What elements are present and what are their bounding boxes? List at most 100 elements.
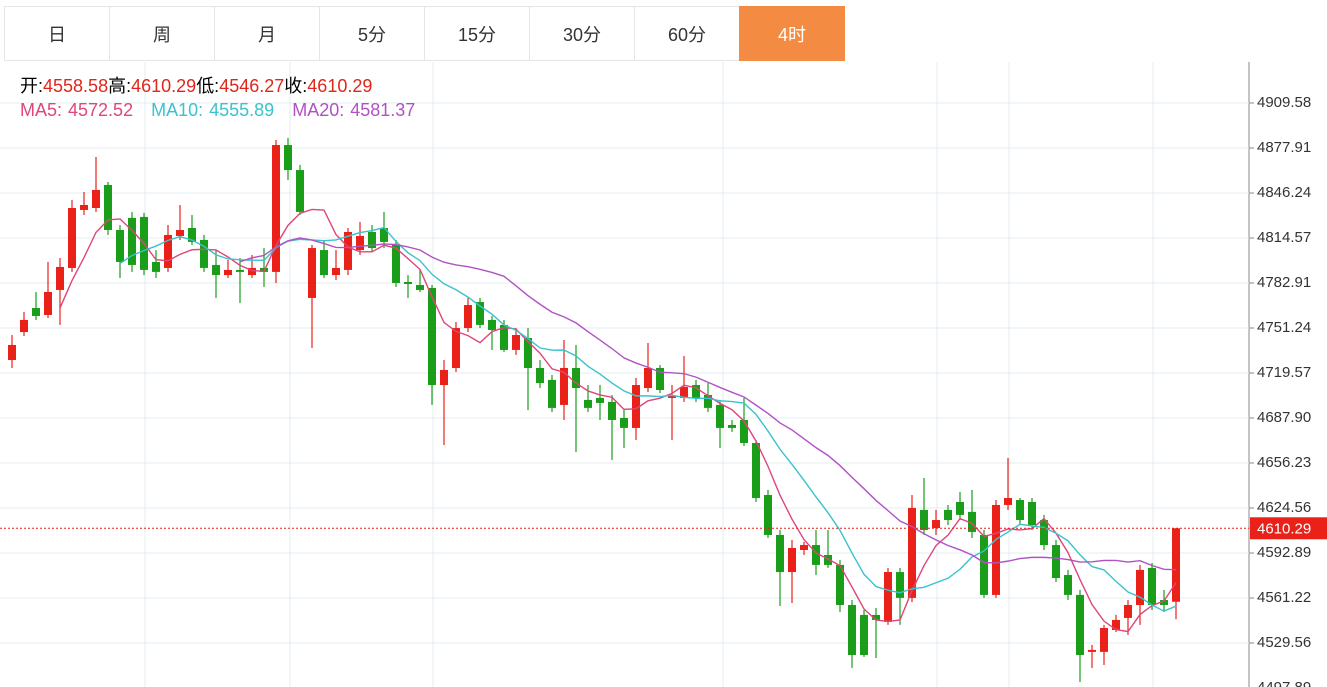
legend-label: 高:: [108, 76, 132, 96]
candle-body: [344, 231, 352, 270]
candle-body: [596, 397, 604, 403]
legend-value: 4558.58: [43, 76, 109, 96]
ma-label: MA10:: [151, 100, 204, 120]
candle-body: [380, 228, 388, 242]
legend-value: 4610.29: [131, 76, 197, 96]
candle-body: [704, 394, 712, 408]
tab[interactable]: 15分: [424, 6, 530, 61]
candle-body: [776, 534, 784, 573]
ma-value: 4555.89: [209, 100, 275, 120]
candle-body: [824, 554, 832, 565]
candle-body: [632, 385, 640, 428]
candle-body: [800, 545, 808, 551]
candle-body: [1076, 594, 1084, 656]
ma-value: 4581.37: [350, 100, 416, 120]
candle-body: [548, 379, 556, 408]
ma-line: [119, 226, 1177, 612]
tab[interactable]: 日: [4, 6, 110, 61]
candle-body: [584, 399, 592, 408]
candle-body: [764, 495, 772, 535]
tab[interactable]: 5分: [319, 6, 425, 61]
ma-label: MA5:: [20, 100, 63, 120]
candle-body: [188, 228, 196, 242]
y-tick-label: 4814.57: [1257, 229, 1311, 246]
ma-line: [59, 208, 1177, 633]
y-tick-label: 4909.58: [1257, 94, 1311, 111]
candle-body: [104, 184, 112, 231]
tab[interactable]: 60分: [634, 6, 740, 61]
candle-body: [1064, 575, 1072, 595]
candle-body: [860, 614, 868, 656]
tab[interactable]: 周: [109, 6, 215, 61]
tab[interactable]: 月: [214, 6, 320, 61]
ohlc-legend: 开:4558.58高:4610.29低:4546.27收:4610.29: [20, 72, 372, 98]
candle-body: [1136, 569, 1144, 606]
candle-body: [536, 367, 544, 384]
candle-body: [836, 564, 844, 606]
candle-body: [884, 572, 892, 622]
legend-value: 4546.27: [219, 76, 285, 96]
candle-body: [20, 319, 28, 333]
legend-value: 4610.29: [307, 76, 373, 96]
candle-body: [656, 367, 664, 391]
candle-body: [32, 308, 40, 316]
candle-body: [1112, 619, 1120, 631]
candle-body: [1124, 605, 1132, 618]
candle-body: [692, 385, 700, 398]
candle-body: [668, 395, 676, 398]
candle-body: [152, 261, 160, 272]
y-tick-label: 4846.24: [1257, 184, 1311, 201]
candle-body: [296, 170, 304, 212]
y-tick-label: 4782.91: [1257, 274, 1311, 291]
candle-body: [440, 369, 448, 386]
candle-body: [128, 217, 136, 265]
y-tick-label: 4561.22: [1257, 589, 1311, 606]
candle-body: [608, 401, 616, 420]
candle-body: [572, 367, 580, 389]
candle-body: [872, 614, 880, 620]
candle-body: [272, 145, 280, 272]
candle-body: [680, 387, 688, 398]
candle-body: [848, 605, 856, 656]
candle-body: [392, 244, 400, 284]
y-tick-label: 4529.56: [1257, 634, 1311, 651]
candle-body: [332, 267, 340, 276]
candle-body: [500, 324, 508, 350]
candle-body: [8, 344, 16, 361]
candle-body: [1052, 545, 1060, 579]
candle-body: [452, 328, 460, 368]
y-tick-label: 4877.91: [1257, 139, 1311, 156]
candle-body: [644, 367, 652, 389]
price-tag: [1250, 517, 1327, 540]
candle-body: [320, 250, 328, 276]
candle-body: [476, 302, 484, 325]
candle-body: [968, 511, 976, 532]
y-tick-label: 4656.23: [1257, 454, 1311, 471]
candle-body: [1100, 628, 1108, 652]
candle-body: [464, 305, 472, 329]
candle-body: [224, 269, 232, 276]
candle-body: [932, 520, 940, 528]
candle-body: [176, 230, 184, 236]
candle-body: [980, 534, 988, 595]
y-tick-label: 4751.24: [1257, 319, 1311, 336]
candle-body: [1016, 499, 1024, 521]
candle-body: [560, 367, 568, 405]
candle-body: [716, 404, 724, 428]
candle-body: [1172, 528, 1180, 602]
legend-label: 开:: [20, 76, 44, 96]
candle-body: [728, 424, 736, 428]
candle-body: [308, 248, 316, 298]
candle-body: [368, 231, 376, 249]
tab[interactable]: 30分: [529, 6, 635, 61]
y-tick-label: 4497.89: [1257, 679, 1311, 687]
candle-body: [1004, 498, 1012, 505]
candle-body: [1160, 600, 1168, 606]
candle-body: [44, 291, 52, 315]
candle-body: [56, 266, 64, 290]
tab[interactable]: 4时: [739, 6, 845, 61]
y-tick-label: 4687.90: [1257, 409, 1311, 426]
y-tick-label: 4719.57: [1257, 364, 1311, 381]
